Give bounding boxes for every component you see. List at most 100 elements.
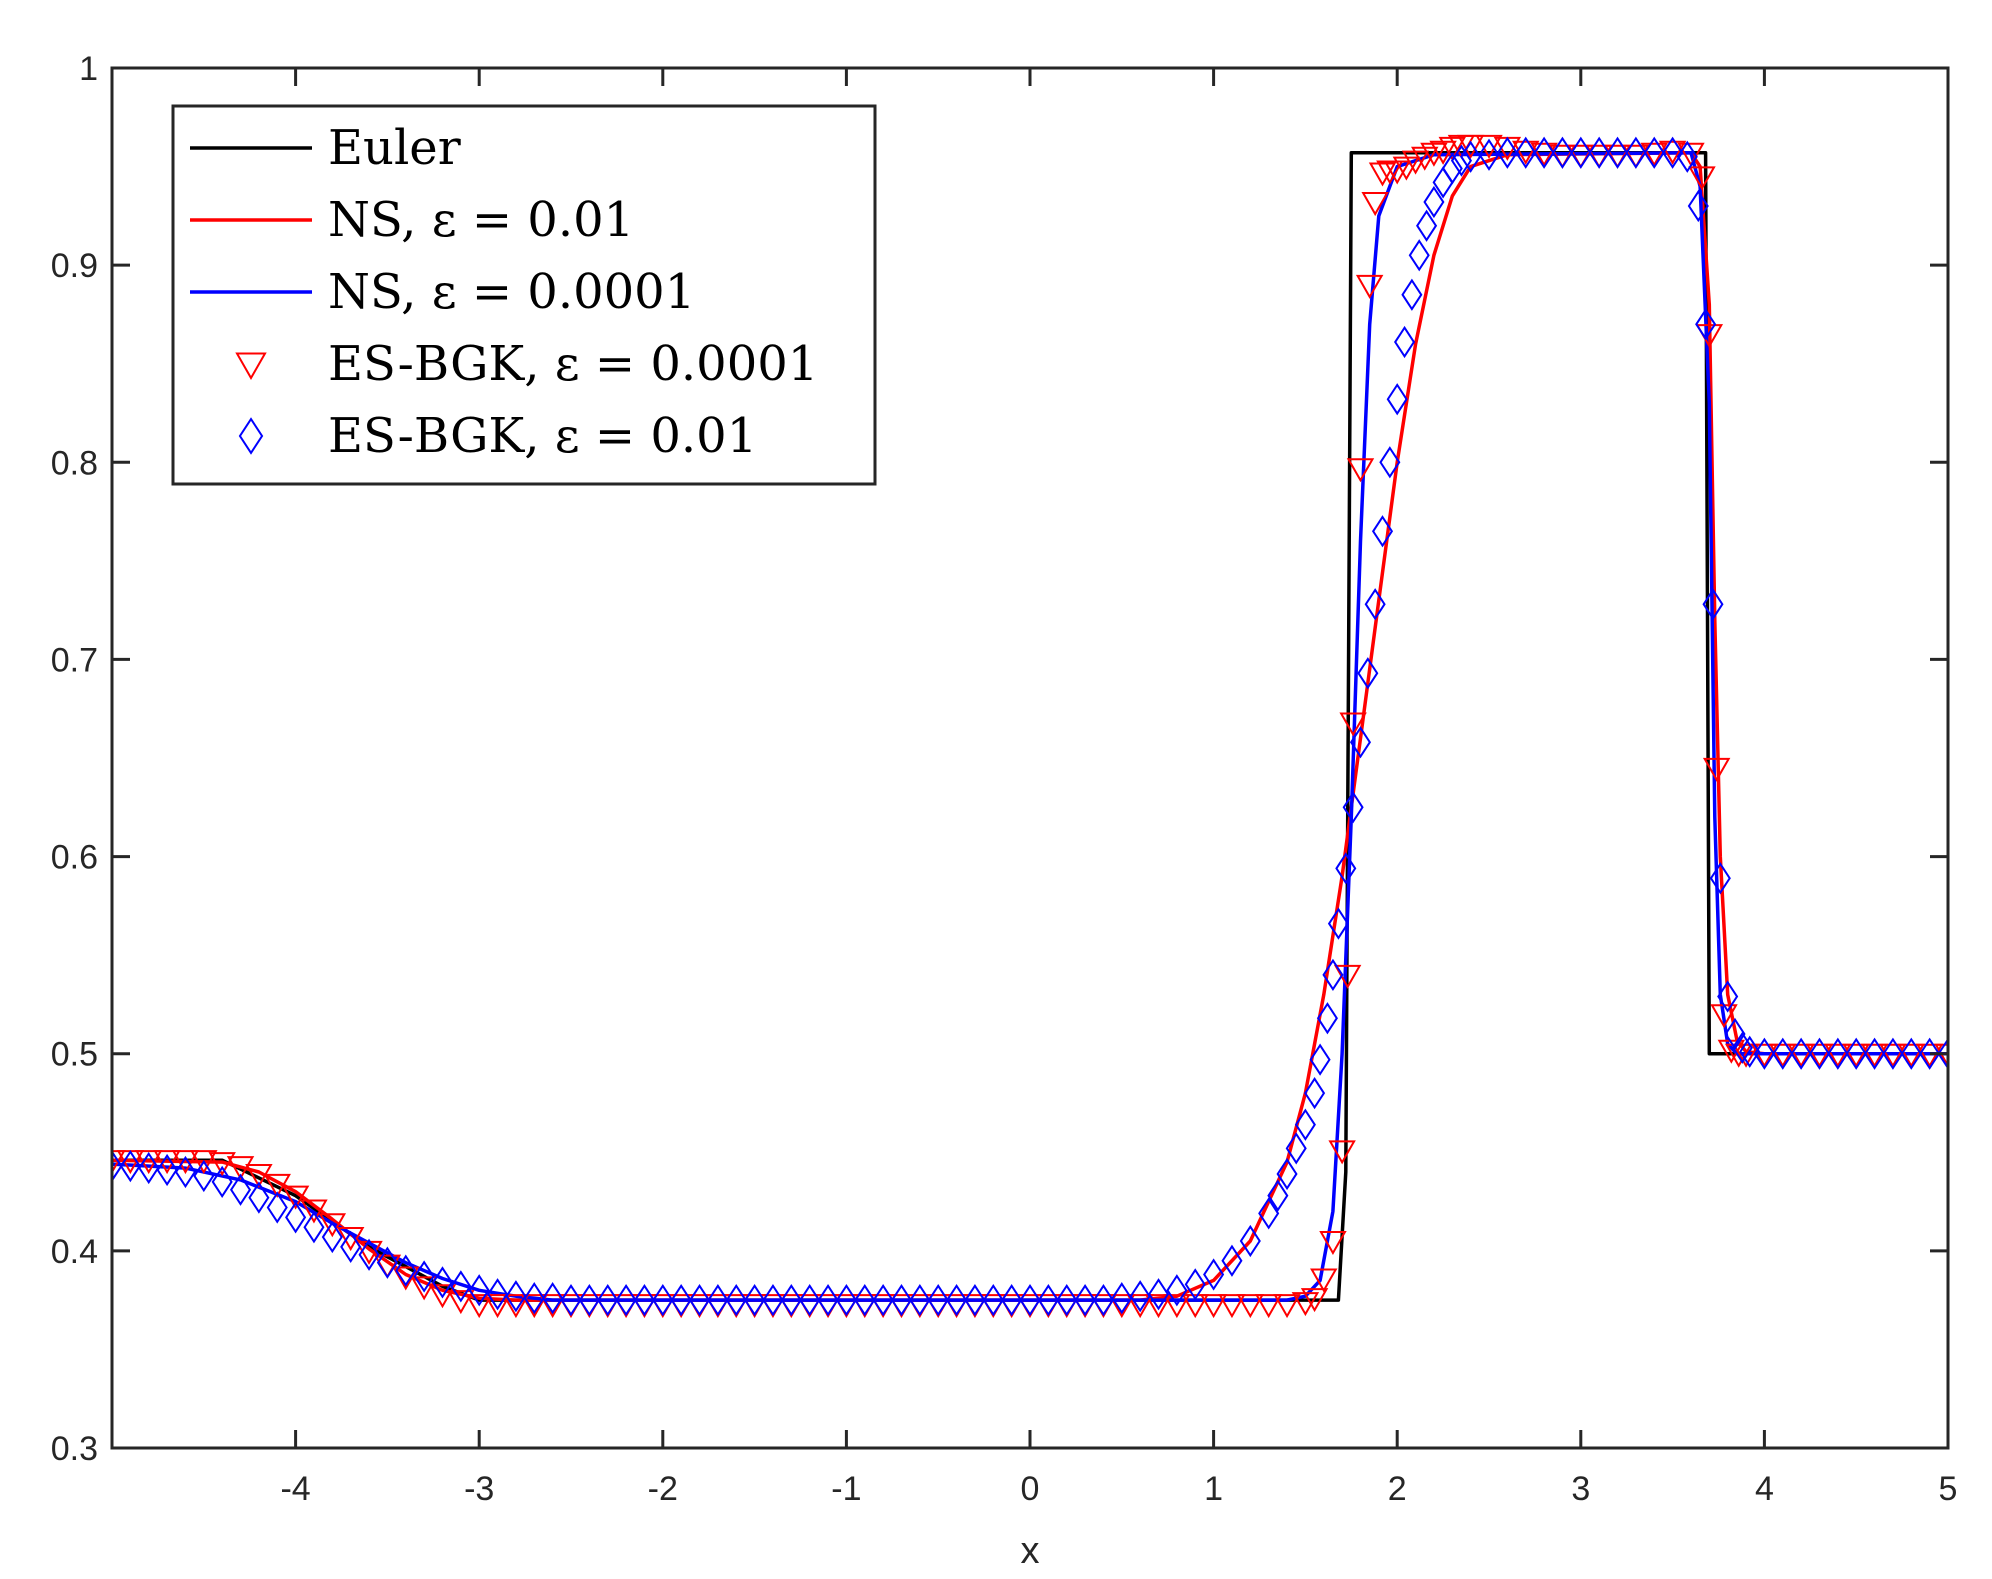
data-point bbox=[1677, 142, 1705, 167]
data-point bbox=[428, 1284, 457, 1309]
data-point bbox=[1184, 1268, 1206, 1301]
data-point bbox=[1335, 852, 1357, 885]
data-point bbox=[1808, 1037, 1831, 1070]
data-point bbox=[447, 1290, 475, 1315]
data-point bbox=[112, 1149, 123, 1183]
data-point bbox=[1355, 274, 1384, 299]
x-tick-label: 2 bbox=[1388, 1470, 1407, 1508]
data-point bbox=[707, 1284, 729, 1317]
data-point bbox=[321, 1220, 343, 1254]
data-point bbox=[1897, 1043, 1926, 1068]
data-point bbox=[1478, 138, 1500, 171]
data-point bbox=[1327, 907, 1349, 940]
data-point bbox=[1357, 657, 1379, 690]
data-point bbox=[1346, 458, 1375, 483]
data-point bbox=[190, 1150, 218, 1175]
data-point bbox=[1750, 1043, 1779, 1068]
data-point bbox=[1423, 185, 1445, 219]
data-point bbox=[1687, 189, 1709, 223]
data-point bbox=[597, 1284, 619, 1317]
data-point bbox=[1731, 1031, 1753, 1064]
axis-ticks bbox=[112, 66, 1950, 1450]
x-tick-label: -1 bbox=[831, 1470, 861, 1508]
data-point bbox=[523, 1282, 545, 1315]
data-point bbox=[1273, 1294, 1301, 1319]
series-lines bbox=[112, 151, 1948, 1302]
data-point bbox=[1092, 1284, 1114, 1317]
data-point bbox=[1879, 1043, 1907, 1068]
data-point bbox=[1827, 1037, 1849, 1070]
data-point bbox=[688, 1284, 711, 1317]
data-point bbox=[174, 1155, 196, 1189]
data-point bbox=[1361, 192, 1389, 217]
legend-swatch bbox=[235, 352, 267, 381]
data-point bbox=[1753, 1037, 1775, 1070]
data-point bbox=[1316, 1002, 1338, 1035]
data-point bbox=[578, 1284, 600, 1317]
data-point bbox=[1322, 958, 1344, 991]
data-point bbox=[1570, 136, 1592, 169]
data-point bbox=[1309, 1043, 1331, 1076]
data-point bbox=[340, 1230, 362, 1264]
data-point bbox=[1267, 1179, 1289, 1212]
data-point bbox=[1163, 1294, 1191, 1319]
data-point bbox=[817, 1284, 839, 1317]
x-tick-label: 1 bbox=[1204, 1470, 1223, 1508]
data-point bbox=[1001, 1284, 1023, 1317]
x-tick-label: 4 bbox=[1755, 1470, 1774, 1508]
data-point bbox=[171, 1150, 200, 1175]
data-point bbox=[1438, 136, 1467, 161]
data-point bbox=[1371, 515, 1394, 548]
data-point bbox=[1199, 1294, 1228, 1319]
series-line-2 bbox=[112, 151, 1948, 1302]
x-tick-label: -2 bbox=[648, 1470, 678, 1508]
data-point bbox=[633, 1284, 655, 1317]
data-point bbox=[1111, 1282, 1133, 1315]
data-point bbox=[376, 1246, 398, 1279]
data-point bbox=[395, 1254, 417, 1287]
data-point bbox=[1496, 136, 1518, 169]
data-point bbox=[520, 1294, 549, 1319]
data-point bbox=[487, 1278, 509, 1311]
data-point bbox=[1379, 446, 1401, 479]
data-point bbox=[670, 1284, 692, 1317]
data-point bbox=[1739, 1035, 1761, 1068]
data-point bbox=[1824, 1043, 1852, 1068]
data-point bbox=[1276, 1157, 1298, 1191]
data-point bbox=[1842, 1043, 1870, 1068]
axis-tick-labels: -4 -3 -2 -1 0 1 2 3 4 5 0.3 0.4 0.5 0.6 0.7 0.8 0.9 1 bbox=[51, 50, 1958, 1508]
legend-label: Euler bbox=[328, 120, 461, 176]
x-tick-label: 0 bbox=[1021, 1470, 1040, 1508]
data-point bbox=[927, 1284, 949, 1317]
legend-label: ES-BGK, ε = 0.0001 bbox=[328, 336, 818, 392]
data-point bbox=[1147, 1278, 1170, 1311]
data-point bbox=[1408, 239, 1430, 272]
data-point bbox=[465, 1294, 493, 1319]
data-point bbox=[1790, 1037, 1812, 1070]
data-point bbox=[1845, 1037, 1867, 1070]
data-point bbox=[1300, 1288, 1329, 1313]
data-point bbox=[799, 1284, 821, 1317]
legend-label: NS, ε = 0.01 bbox=[328, 192, 634, 248]
data-point bbox=[1702, 757, 1731, 782]
data-point bbox=[1772, 1037, 1794, 1070]
data-point bbox=[1239, 1224, 1261, 1258]
data-point bbox=[1349, 726, 1372, 759]
data-point bbox=[1108, 1294, 1136, 1319]
data-point bbox=[1342, 791, 1364, 824]
data-point bbox=[1937, 1037, 1948, 1070]
data-point bbox=[1074, 1284, 1096, 1317]
data-point bbox=[542, 1282, 564, 1315]
data-point bbox=[762, 1284, 784, 1317]
data-point bbox=[1695, 308, 1717, 341]
data-point bbox=[1625, 136, 1647, 169]
data-point bbox=[1401, 278, 1423, 311]
data-point bbox=[281, 1185, 310, 1210]
data-point bbox=[450, 1270, 472, 1303]
data-point bbox=[1662, 136, 1684, 169]
data-point bbox=[263, 1173, 291, 1198]
data-point bbox=[1640, 142, 1668, 167]
legend-item: NS, ε = 0.01 bbox=[190, 192, 634, 248]
data-point bbox=[1304, 1077, 1326, 1110]
